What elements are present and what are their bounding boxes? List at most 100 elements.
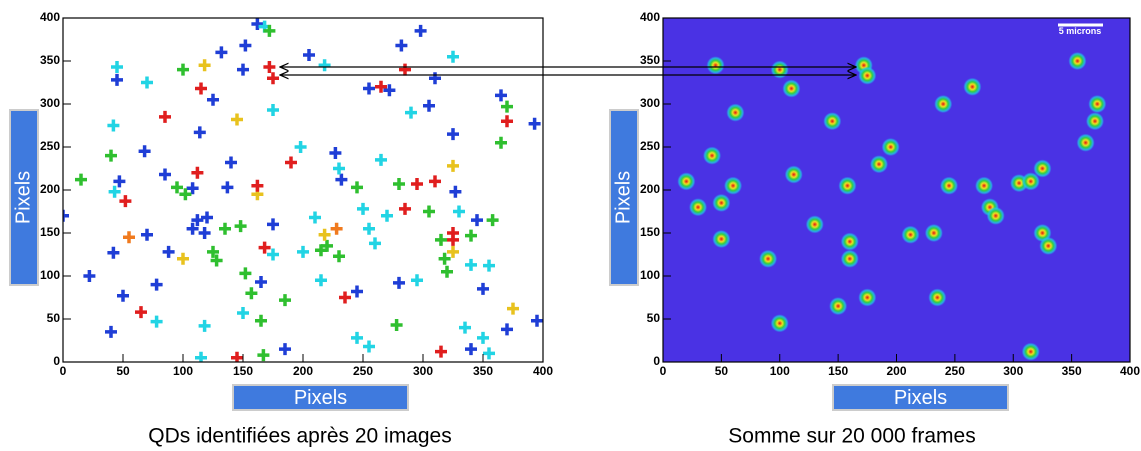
marker xyxy=(159,168,171,181)
spot xyxy=(940,176,959,195)
marker xyxy=(237,63,249,76)
arrows xyxy=(280,67,856,75)
marker xyxy=(357,202,369,215)
spot xyxy=(677,172,696,191)
marker xyxy=(117,289,129,302)
marker xyxy=(179,188,192,201)
marker xyxy=(501,323,513,336)
marker xyxy=(383,84,396,97)
x-tick-label: 200 xyxy=(293,364,313,378)
marker xyxy=(75,173,87,186)
marker xyxy=(279,294,291,307)
spot xyxy=(712,230,731,249)
marker xyxy=(453,205,465,218)
marker xyxy=(399,202,411,215)
caption: QDs identifiées après 20 images xyxy=(148,425,452,448)
marker xyxy=(429,72,441,85)
y-axis-label: Pixels xyxy=(12,171,34,224)
marker xyxy=(239,39,252,52)
y-tick-label: 300 xyxy=(40,96,60,110)
marker xyxy=(191,166,204,179)
marker xyxy=(231,113,243,126)
spot xyxy=(724,176,743,195)
marker xyxy=(198,59,211,72)
spot xyxy=(901,225,920,244)
y-tick-label: 50 xyxy=(647,311,661,325)
marker xyxy=(105,325,117,338)
x-tick-label: 200 xyxy=(886,364,906,378)
x-tick-label: 50 xyxy=(715,364,729,378)
marker xyxy=(531,314,543,327)
marker xyxy=(449,185,462,198)
marker xyxy=(483,259,495,272)
y-tick-label: 400 xyxy=(40,10,60,24)
spot xyxy=(924,224,943,242)
marker xyxy=(459,321,471,334)
y-tick-label: 100 xyxy=(640,268,660,282)
y-axis-label: Pixels xyxy=(612,171,634,224)
marker xyxy=(441,265,453,278)
marker xyxy=(414,24,427,37)
marker xyxy=(195,82,207,95)
marker xyxy=(135,306,147,319)
marker xyxy=(465,343,477,356)
marker xyxy=(171,181,183,194)
spot xyxy=(1021,342,1040,361)
marker xyxy=(215,46,228,59)
marker xyxy=(339,291,351,304)
spot xyxy=(805,215,824,234)
marker xyxy=(138,145,151,158)
y-tick-label: 50 xyxy=(47,311,61,325)
marker xyxy=(309,211,321,224)
marker xyxy=(234,220,247,233)
marker xyxy=(141,76,153,89)
marker xyxy=(63,209,69,222)
marker xyxy=(177,63,189,76)
spot xyxy=(858,66,877,85)
marker xyxy=(107,119,120,132)
spot xyxy=(703,146,722,165)
marker xyxy=(257,349,270,362)
marker xyxy=(186,182,199,195)
marker xyxy=(447,233,459,246)
marker xyxy=(237,306,249,319)
marker xyxy=(263,24,276,37)
x-tick-label: 0 xyxy=(60,364,67,378)
marker xyxy=(108,185,121,198)
marker xyxy=(405,106,417,119)
marker xyxy=(447,128,459,141)
marker xyxy=(111,73,123,86)
marker xyxy=(501,100,513,113)
spot xyxy=(1088,95,1107,113)
spot xyxy=(823,112,842,131)
marker xyxy=(411,274,423,287)
spot xyxy=(1039,236,1058,255)
marker xyxy=(435,345,447,358)
marker xyxy=(297,245,309,258)
marker xyxy=(255,276,267,289)
marker xyxy=(221,181,234,194)
x-tick-label: 250 xyxy=(353,364,373,378)
marker xyxy=(483,347,495,360)
y-tick-label: 100 xyxy=(40,268,60,282)
spot xyxy=(770,314,789,333)
y-tick-label: 0 xyxy=(53,354,60,368)
marker xyxy=(507,302,519,315)
marker xyxy=(375,153,387,166)
marker xyxy=(477,282,489,295)
marker xyxy=(393,276,405,289)
marker xyxy=(258,241,271,254)
spot xyxy=(782,79,801,98)
marker xyxy=(447,50,459,63)
marker xyxy=(162,245,175,258)
caption: Somme sur 20 000 frames xyxy=(728,425,975,448)
y-tick-label: 200 xyxy=(40,182,60,196)
marker xyxy=(330,222,343,235)
spot xyxy=(829,297,848,316)
marker xyxy=(375,80,387,93)
marker xyxy=(255,314,267,327)
spot xyxy=(963,77,982,96)
y-tick-label: 200 xyxy=(640,182,660,196)
marker xyxy=(239,267,252,280)
plot-area xyxy=(63,18,543,362)
